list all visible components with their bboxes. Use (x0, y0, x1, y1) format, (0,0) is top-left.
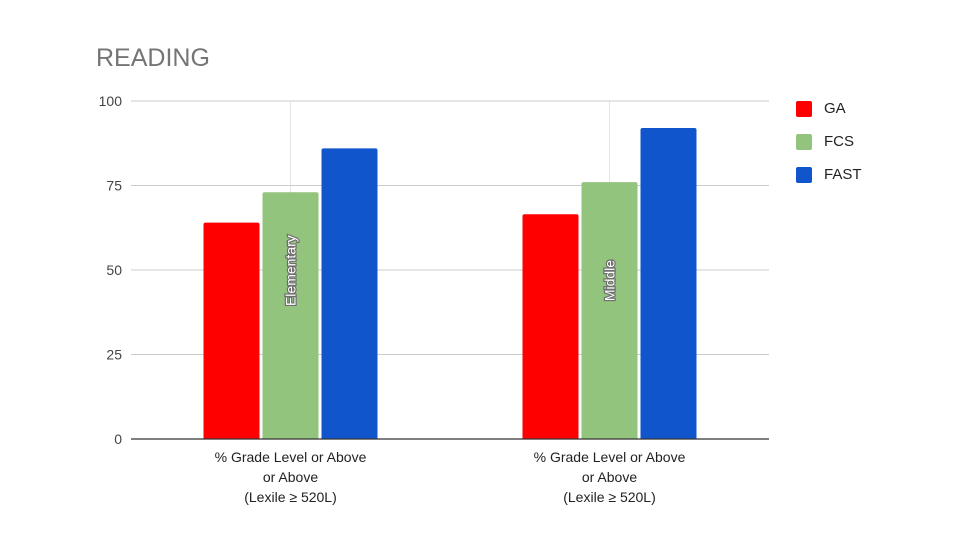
y-tick-label: 0 (114, 431, 122, 447)
x-category-label: or Above (582, 469, 637, 485)
legend-swatch-ga (796, 100, 812, 117)
chart-title: READING (96, 44, 210, 72)
bar-fcs (262, 192, 319, 439)
group-label: Elementary (283, 235, 299, 306)
legend: GA FCS FAST (796, 92, 862, 191)
bar-fast (640, 128, 697, 440)
x-category-label: (Lexile ≥ 520L) (563, 489, 656, 505)
x-category-label: % Grade Level or Above (215, 449, 367, 465)
legend-item-fast: FAST (796, 158, 862, 191)
y-tick-label: 25 (106, 347, 122, 363)
legend-label-fcs: FCS (824, 133, 854, 150)
x-category-label: or Above (263, 469, 318, 485)
group-label: Middle (602, 260, 618, 301)
y-tick-label: 50 (106, 262, 122, 278)
legend-item-fcs: FCS (796, 125, 862, 158)
bar-ga (203, 222, 260, 439)
y-tick-label: 75 (106, 178, 122, 194)
y-tick-label: 100 (99, 93, 123, 109)
legend-label-fast: FAST (824, 166, 862, 183)
x-category-label: % Grade Level or Above (534, 449, 686, 465)
legend-label-ga: GA (824, 100, 846, 117)
legend-swatch-fast (796, 166, 812, 183)
x-category-label: (Lexile ≥ 520L) (244, 489, 337, 505)
legend-swatch-fcs (796, 133, 812, 150)
bar-ga (522, 214, 579, 439)
legend-item-ga: GA (796, 92, 862, 125)
bar-fast (321, 148, 378, 439)
bar-fcs (581, 182, 638, 439)
